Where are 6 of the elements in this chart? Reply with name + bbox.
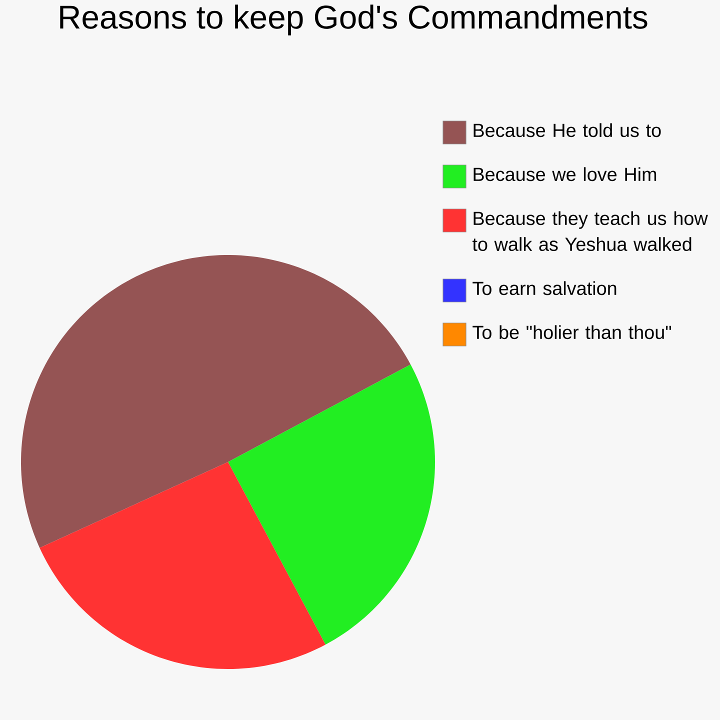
chart-title: Reasons to keep God's Commandments <box>60 4 648 36</box>
legend-label: To be "holier than thou" <box>472 325 672 340</box>
legend-label: Because they teach us how to walk as Yeshua walked <box>472 211 708 252</box>
legend-label: To earn salvation <box>472 281 616 296</box>
legend-label: Because He told us to <box>474 123 661 138</box>
legend-label: Because we love Him <box>474 167 656 182</box>
